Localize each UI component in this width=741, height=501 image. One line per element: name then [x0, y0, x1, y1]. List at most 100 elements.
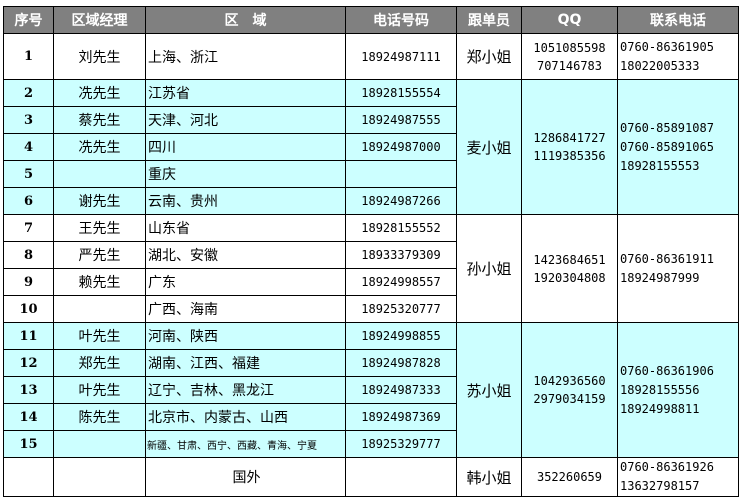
- contact-phone: 0760-86361906: [620, 363, 714, 378]
- region: 国外: [145, 457, 346, 497]
- phone-number: 18924987111: [345, 33, 457, 80]
- row-number: 5: [3, 160, 54, 188]
- follower: 韩小姐: [456, 457, 522, 497]
- contact-phones: 0760-85891087 0760-85891065 18928155553: [617, 79, 739, 215]
- region: 辽宁、吉林、黑龙江: [145, 376, 346, 404]
- row-number: 14: [3, 403, 54, 431]
- contact-phone: 0760-85891065: [620, 139, 714, 154]
- region-manager: 赖先生: [53, 268, 146, 296]
- contact-phones: 0760-86361926 13632798157: [617, 457, 739, 497]
- qq-numbers: 1423684651 1920304808: [521, 214, 618, 323]
- phone-number: 18925329777: [345, 430, 457, 458]
- contact-phone: 0760-86361905: [620, 39, 714, 54]
- region-manager: [53, 160, 146, 188]
- table-row: 3 蔡先生 天津、河北 18924987555: [3, 106, 739, 134]
- contact-phones: 0760-86361906 18928155556 18924998811: [617, 322, 739, 458]
- qq-number: 1042936560: [533, 374, 606, 388]
- row-number: 11: [3, 322, 54, 350]
- qq-number: 1119385356: [533, 149, 606, 163]
- region: 天津、河北: [145, 106, 346, 134]
- table-row: 6 谢先生 云南、贵州 18924987266: [3, 187, 739, 215]
- header-follower: 跟单员: [456, 6, 522, 34]
- row-number: 2: [3, 79, 54, 107]
- contact-phone: 0760-85891087: [620, 120, 714, 135]
- table-row: 13 叶先生 辽宁、吉林、黑龙江 18924987333: [3, 376, 739, 404]
- header-no: 序号: [3, 6, 54, 34]
- region: 江苏省: [145, 79, 346, 107]
- phone-number: 18924987369: [345, 403, 457, 431]
- row-number: [3, 457, 54, 497]
- header-contact: 联系电话: [617, 6, 739, 34]
- table-row: 10 广西、海南 18925320777: [3, 295, 739, 323]
- qq-number: 352260659: [536, 470, 603, 484]
- follower: 郑小姐: [456, 33, 522, 80]
- contact-phone: 18022005333: [620, 58, 700, 73]
- row-number: 10: [3, 295, 54, 323]
- phone-number: 18924987828: [345, 349, 457, 377]
- table-row: 15 新疆、甘肃、西宁、西藏、青海、宁夏 18925329777: [3, 430, 739, 458]
- phone-number: 18933379309: [345, 241, 457, 269]
- table-row: 11 叶先生 河南、陕西 18924998855 苏小姐 1042936560 297903…: [3, 322, 739, 458]
- contact-table: 序号 区域经理 区 域 电话号码 跟单员 QQ 联系电话 1 刘先生 上海、浙江 18…: [3, 6, 739, 497]
- contact-phone: 13632798157: [620, 479, 700, 493]
- contact-phone: 0760-86361911: [620, 251, 714, 266]
- region: 北京市、内蒙古、山西: [145, 403, 346, 431]
- row-number: 8: [3, 241, 54, 269]
- follower: 苏小姐: [456, 322, 522, 458]
- qq-number: 707146783: [536, 58, 603, 73]
- region-manager: 谢先生: [53, 187, 146, 215]
- table-row: 8 严先生 湖北、安徽 18933379309: [3, 241, 739, 269]
- table-row: 9 赖先生 广东 18924998557: [3, 268, 739, 296]
- region: 四川: [145, 133, 346, 161]
- qq-number: 1423684651: [533, 252, 606, 267]
- region: 上海、浙江: [145, 33, 346, 80]
- phone-number: 18924987266: [345, 187, 457, 215]
- qq-number: 1286841727: [533, 131, 606, 145]
- region-manager: 叶先生: [53, 376, 146, 404]
- header-qq: QQ: [521, 6, 618, 34]
- contact-phone: 18924987999: [620, 270, 700, 285]
- phone-number: [345, 457, 457, 497]
- region: 湖南、江西、福建: [145, 349, 346, 377]
- region-manager: 王先生: [53, 214, 146, 242]
- phone-number: [345, 160, 457, 188]
- region-manager: [53, 457, 146, 497]
- phone-number: 18925320777: [345, 295, 457, 323]
- contact-phones: 0760-86361905 18022005333: [617, 33, 739, 80]
- contact-phone: 18924998811: [620, 401, 700, 416]
- contact-phones: 0760-86361911 18924987999: [617, 214, 739, 323]
- row-number: 3: [3, 106, 54, 134]
- qq-numbers: 1286841727 1119385356: [521, 79, 618, 215]
- region: 重庆: [145, 160, 346, 188]
- row-number: 4: [3, 133, 54, 161]
- region: 广东: [145, 268, 346, 296]
- qq-numbers: 1042936560 2979034159: [521, 322, 618, 458]
- qq-numbers: 352260659: [521, 457, 618, 497]
- table-row: 2 冼先生 江苏省 18928155554 麦小姐 1286841727 111938535…: [3, 79, 739, 215]
- phone-number: 18924987000: [345, 133, 457, 161]
- region: 广西、海南: [145, 295, 346, 323]
- region-manager: 刘先生: [53, 33, 146, 80]
- region: 云南、贵州: [145, 187, 346, 215]
- header-region: 区 域: [145, 6, 346, 34]
- row-number: 1: [3, 33, 54, 80]
- region-manager: [53, 430, 146, 458]
- region-manager: 叶先生: [53, 322, 146, 350]
- follower: 麦小姐: [456, 79, 522, 215]
- follower: 孙小姐: [456, 214, 522, 323]
- row-number: 7: [3, 214, 54, 242]
- phone-number: 18924987555: [345, 106, 457, 134]
- region-manager: [53, 295, 146, 323]
- contact-phone: 18928155556: [620, 382, 700, 397]
- row-number: 6: [3, 187, 54, 215]
- table-row: 7 王先生 山东省 18928155552 孙小姐 1423684651 192030480…: [3, 214, 739, 323]
- contact-phone: 0760-86361926: [620, 460, 714, 474]
- header-manager: 区域经理: [53, 6, 146, 34]
- header-row: 序号 区域经理 区 域 电话号码 跟单员 QQ 联系电话: [3, 6, 739, 34]
- table-row: 1 刘先生 上海、浙江 18924987111 郑小姐 1051085598 7071467…: [3, 33, 739, 80]
- table-row: 国外 韩小姐 352260659 0760-86361926 13632798157: [3, 457, 739, 497]
- qq-number: 1920304808: [533, 270, 606, 285]
- phone-number: 18928155552: [345, 214, 457, 242]
- header-phone: 电话号码: [345, 6, 457, 34]
- region: 新疆、甘肃、西宁、西藏、青海、宁夏: [145, 430, 346, 458]
